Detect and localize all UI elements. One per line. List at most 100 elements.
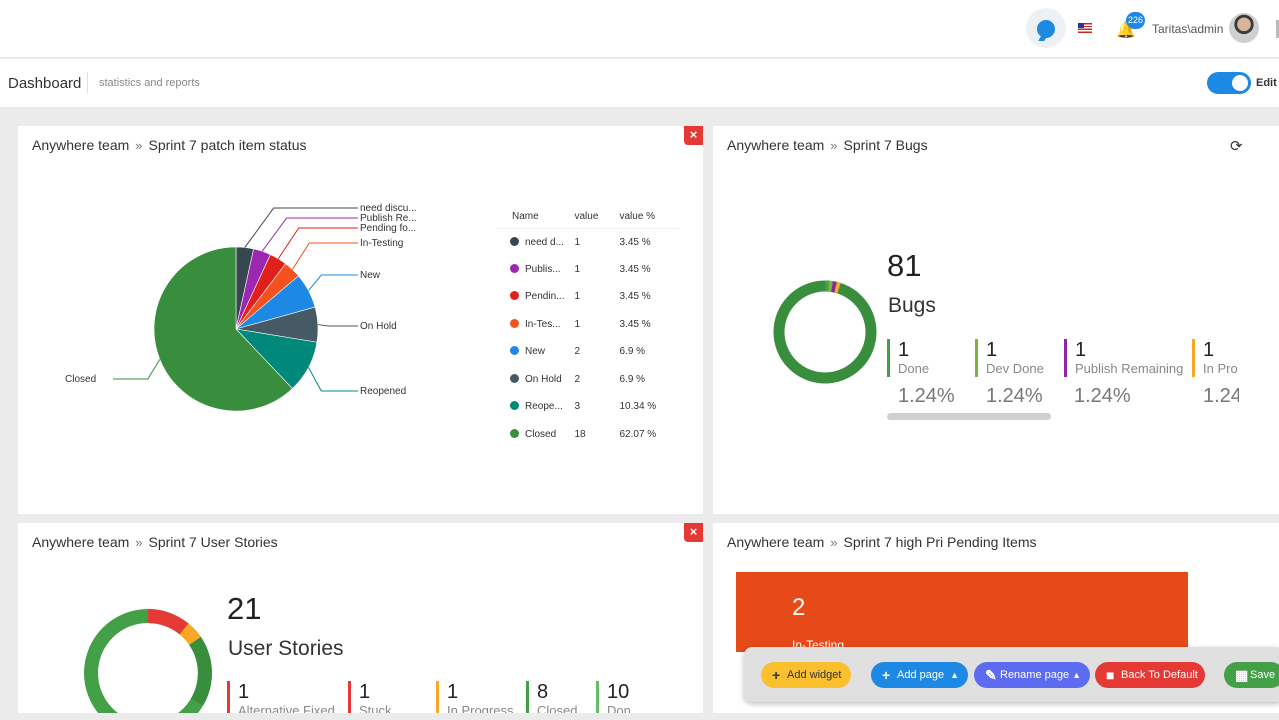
widget-bugs: Anywhere team»Sprint 7 Bugs ⟳ ⋮ 81 Bugs … (713, 126, 1279, 514)
top-bar: 🔔 226 Taritas\admin (0, 0, 1279, 58)
row-value: 2 (574, 346, 581, 358)
pie-leader-line (261, 217, 358, 252)
card-count: 2 (792, 594, 806, 621)
pie-slices (153, 246, 319, 412)
pie-label: On Hold (360, 321, 397, 332)
row-pct: 3.45 % (619, 263, 651, 275)
legend-dot (510, 401, 519, 411)
widget-title: Anywhere team » Sprint 7 User Stories (32, 534, 278, 550)
stat-label: Alternative Fixed (238, 703, 335, 713)
donut-arc-red (147, 609, 170, 626)
team-name[interactable]: Anywhere team (32, 534, 130, 550)
table-row[interactable]: Closed 18 62.07 % (496, 421, 679, 449)
row-value: 18 (574, 428, 586, 440)
horizontal-scrollbar[interactable] (887, 413, 1051, 420)
team-name[interactable]: Anywhere team (727, 534, 825, 550)
widget-title: Anywhere team » Sprint 7 high Pri Pending … (727, 534, 1037, 550)
pie-leader-line (308, 367, 358, 392)
team-name[interactable]: Anywhere team (727, 137, 825, 153)
stat-count: 10 (607, 681, 630, 703)
stat-count: 1 (447, 681, 459, 703)
stat-label: In Progress (447, 703, 514, 713)
stories-total: 21 (227, 591, 262, 626)
row-value: 1 (574, 263, 581, 275)
stat-count: 1 (238, 681, 250, 703)
row-name: In-Tes... (496, 311, 574, 339)
donut-arc-red (164, 612, 189, 635)
toggle-knob (1232, 75, 1248, 91)
pie-leader-line (244, 207, 358, 248)
add-page-button[interactable]: + Add page ▲ (871, 662, 968, 688)
pie-leader-line (308, 274, 358, 291)
row-label: Pendin... (525, 291, 565, 303)
pie-leader-lines (113, 207, 358, 392)
close-widget-button[interactable]: × (684, 523, 703, 542)
row-label: New (525, 346, 546, 358)
stat-pct: 1.24% (986, 385, 1043, 407)
stat-done: 1 Done (887, 339, 929, 377)
table-row[interactable]: need d... 1 3.45 % (496, 228, 679, 256)
row-pct: 3.45 % (619, 236, 651, 248)
us-flag-icon[interactable] (1078, 23, 1092, 33)
chevron-right-icon: » (135, 535, 143, 550)
rename-page-button[interactable]: ✎ Rename page ▲ (974, 662, 1090, 688)
button-label: Add page (897, 669, 945, 681)
patch-status-table: Name value value % need d... 1 3.45 % Publi… (496, 206, 680, 449)
donut-arc-orange (179, 623, 201, 646)
patch-status-pie: need discu...Publish Re...Pending fo... I… (65, 203, 417, 412)
row-label: Closed (525, 428, 557, 440)
edit-toggle[interactable] (1207, 72, 1251, 94)
table-row[interactable]: New 2 6.9 % (496, 338, 679, 366)
back-to-default-button[interactable]: ■ Back To Default (1095, 662, 1205, 688)
stat-label: Stuck (359, 703, 392, 713)
legend-dot (510, 346, 519, 356)
legend-dot (510, 428, 519, 438)
widget-patch-status: Anywhere team » Sprint 7 patch item status… (18, 126, 703, 514)
row-value: 3 (574, 401, 581, 413)
stat-done: 10 Don (596, 681, 631, 713)
row-value: 1 (574, 236, 581, 248)
stat-label: Don (607, 703, 631, 713)
stat-count: 1 (1203, 339, 1215, 361)
scroll-edge (1276, 20, 1279, 38)
row-value: 2 (574, 373, 581, 385)
bugs-label: Bugs (888, 294, 936, 317)
table-row[interactable]: Reope... 3 10.34 % (496, 393, 679, 421)
widget-name: Sprint 7 high Pri Pending Items (843, 534, 1037, 550)
chevron-right-icon: » (830, 138, 838, 153)
team-name[interactable]: Anywhere team (32, 137, 130, 153)
divider (87, 72, 88, 94)
bugs-donut (773, 280, 877, 384)
pie-label: Pending fo... (360, 223, 416, 234)
refresh-icon[interactable]: ⟳ (1230, 138, 1243, 155)
stat-in-progress: 1 In Prog (1192, 339, 1238, 377)
add-widget-button[interactable]: + Add widget (761, 662, 851, 688)
donut-arc (834, 281, 841, 294)
stories-label: User Stories (228, 637, 344, 660)
edit-label: Edit (1256, 77, 1277, 89)
notification-badge: 226 (1126, 12, 1146, 29)
button-label: Rename page (1000, 669, 1070, 681)
save-button[interactable]: ▦ Save (1224, 662, 1279, 688)
chat-button[interactable] (1026, 8, 1066, 48)
close-widget-button[interactable]: × (684, 126, 703, 145)
donut-arc (831, 281, 837, 293)
more-vertical-icon[interactable]: ⋮ (1273, 136, 1279, 154)
widget-user-stories: Anywhere team » Sprint 7 User Stories × 21… (18, 523, 703, 713)
pie-slice[interactable] (153, 246, 293, 412)
row-pct: 10.34 % (619, 401, 657, 413)
pie-label: New (360, 270, 381, 281)
table-row[interactable]: Pendin... 1 3.45 % (496, 283, 679, 311)
table-row[interactable]: In-Tes... 1 3.45 % (496, 311, 679, 339)
legend-dot (510, 291, 519, 301)
row-pct: 3.45 % (619, 291, 651, 303)
in-testing-card[interactable]: 2 In-Testing (736, 572, 1188, 652)
user-name[interactable]: Taritas\admin (1152, 22, 1224, 36)
stat-dev-done: 1 Dev Done (975, 339, 1044, 377)
trash-icon: ■ (1106, 667, 1115, 683)
table-row[interactable]: Publis... 1 3.45 % (496, 256, 679, 284)
stat-label: Dev Done (986, 361, 1044, 376)
table-row[interactable]: On Hold 2 6.9 % (496, 366, 679, 394)
avatar[interactable] (1229, 13, 1259, 43)
row-name: Reope... (496, 393, 574, 421)
